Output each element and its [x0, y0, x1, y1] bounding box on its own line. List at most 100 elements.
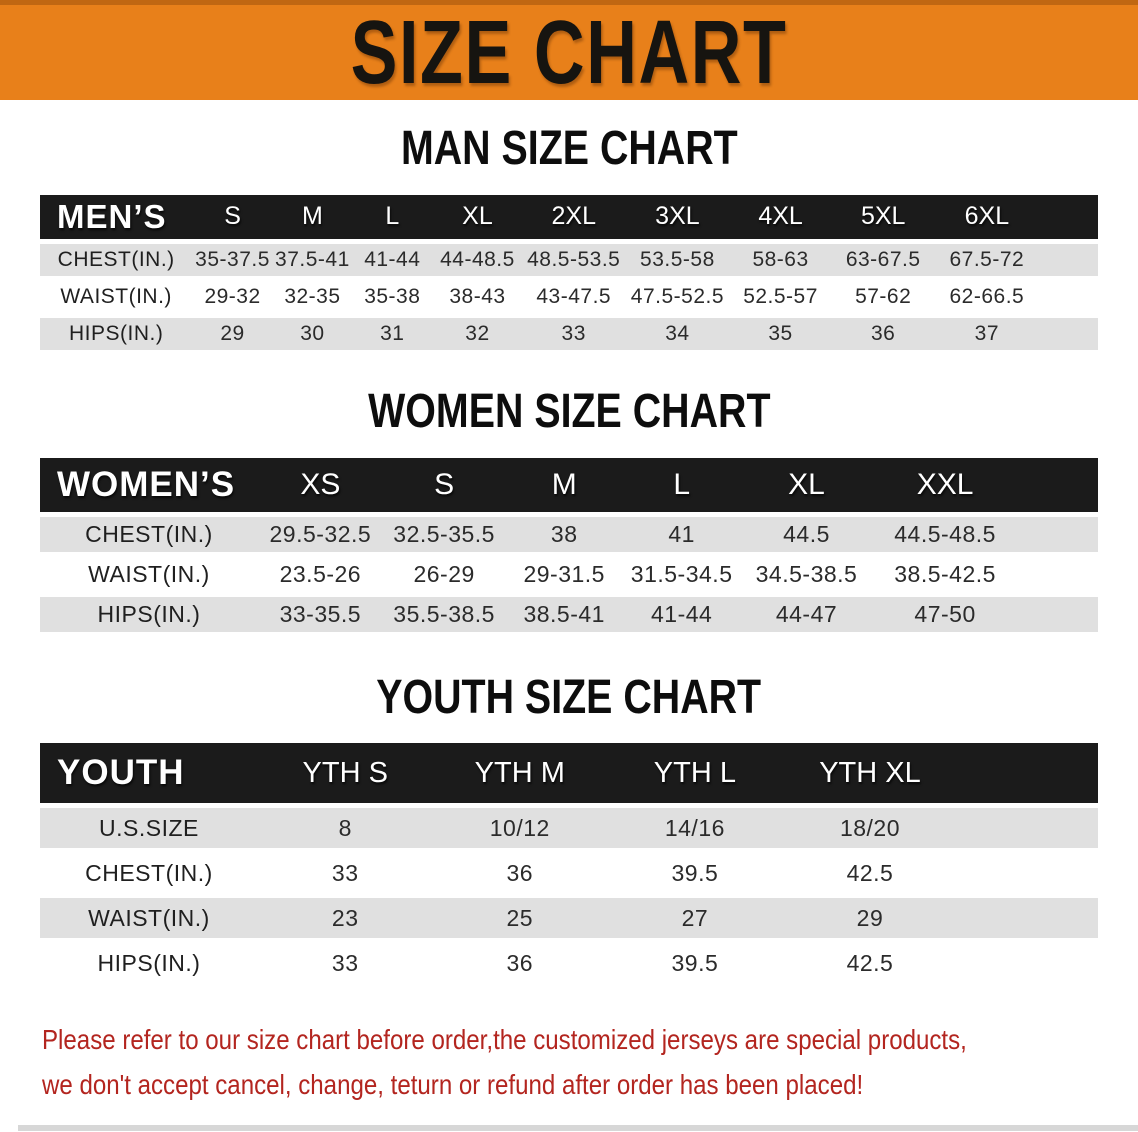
row-label: HIPS(IN.) [97, 600, 201, 627]
size-value-cell: 63-67.5 [845, 247, 921, 271]
spacer-cell [1018, 458, 1098, 512]
size-value-cell: 34.5-38.5 [755, 560, 858, 587]
size-value-cell: 10/12 [489, 814, 550, 841]
disclaimer-text: Please refer to our size chart before or… [0, 1018, 1138, 1108]
spacer-cell [1039, 281, 1098, 313]
size-value-cell: 31.5-34.5 [630, 560, 733, 587]
size-value-cell: 38.5-41 [523, 600, 605, 627]
size-value-cell: 48.5-53.5 [527, 247, 621, 271]
column-header: M [302, 202, 323, 231]
size-value-cell: 35 [768, 321, 793, 345]
size-value-cell: 33 [561, 321, 586, 345]
column-header: 6XL [964, 202, 1010, 231]
row-label: U.S.SIZE [99, 814, 199, 841]
women-size-chart-section: WOMEN SIZE CHART WOMEN’S XS S M L XL XXL CHEST(… [0, 385, 1138, 637]
size-value-cell: 32 [465, 321, 490, 345]
size-value-cell: 43-47.5 [536, 284, 612, 308]
table-row: WAIST(IN.) 29-32 32-35 35-38 38-43 43-47.5 47.… [40, 280, 1098, 313]
size-value-cell: 42.5 [846, 949, 894, 976]
size-value-cell: 33 [331, 949, 359, 976]
row-label: CHEST(IN.) [57, 247, 175, 271]
table-header-row: MEN’S S M L XL 2XL 3XL 4XL 5XL 6XL [40, 194, 1098, 239]
column-header: YTH L [653, 756, 736, 789]
size-value-cell: 44-48.5 [440, 247, 515, 271]
size-value-cell: 53.5-58 [640, 247, 715, 271]
table-corner-label: WOMEN’S [57, 464, 236, 504]
size-value-cell: 38 [550, 520, 578, 547]
column-header: L [385, 202, 400, 231]
column-header: XL [462, 202, 493, 231]
row-label: CHEST(IN.) [85, 520, 213, 547]
column-header: XS [300, 467, 341, 501]
size-value-cell: 67.5-72 [949, 247, 1025, 271]
spacer-cell [957, 808, 1098, 848]
size-value-cell: 32.5-35.5 [393, 520, 495, 547]
men-section-heading-text: MAN SIZE CHART [400, 122, 738, 175]
disclaimer-line-2: we don't accept cancel, change, teturn o… [42, 1069, 864, 1101]
table-corner-label: YOUTH [57, 753, 185, 793]
women-section-heading: WOMEN SIZE CHART [0, 385, 1138, 439]
size-value-cell: 37.5-41 [275, 247, 350, 271]
column-header: YTH XL [819, 756, 921, 789]
size-value-cell: 44-47 [775, 600, 838, 627]
row-label: CHEST(IN.) [85, 859, 213, 886]
column-header: XL [788, 467, 825, 501]
spacer-cell [957, 853, 1098, 893]
women-section-heading-text: WOMEN SIZE CHART [367, 384, 771, 438]
size-value-cell: 26-29 [413, 560, 475, 587]
size-value-cell: 41-44 [650, 600, 713, 627]
column-header: 3XL [655, 202, 700, 231]
column-header: YTH M [474, 756, 565, 789]
row-label: HIPS(IN.) [69, 321, 164, 345]
youth-size-table: YOUTH YTH S YTH M YTH L YTH XL U.S.SIZE 8 10/12… [40, 738, 1098, 988]
row-label: HIPS(IN.) [97, 949, 201, 976]
table-row: CHEST(IN.) 33 36 39.5 42.5 [40, 853, 1098, 894]
size-value-cell: 29 [220, 321, 245, 345]
size-value-cell: 47.5-52.5 [630, 284, 725, 308]
column-header: S [224, 202, 241, 231]
size-value-cell: 35.5-38.5 [393, 600, 495, 627]
table-header-row: YOUTH YTH S YTH M YTH L YTH XL [40, 743, 1098, 804]
spacer-cell [1039, 318, 1098, 350]
size-value-cell: 38-43 [449, 284, 506, 308]
men-size-chart-section: MAN SIZE CHART MEN’S S M L XL 2XL 3XL 4XL 5XL 6XL… [0, 122, 1138, 355]
column-header: YTH S [302, 756, 388, 789]
size-value-cell: 18/20 [839, 814, 900, 841]
size-value-cell: 39.5 [671, 949, 719, 976]
table-row: CHEST(IN.) 35-37.5 37.5-41 41-44 44-48.5 48.5… [40, 243, 1098, 276]
size-value-cell: 31 [380, 321, 405, 345]
size-value-cell: 29-31.5 [523, 560, 605, 587]
size-value-cell: 29.5-32.5 [269, 520, 372, 547]
size-value-cell: 62-66.5 [949, 284, 1025, 308]
youth-section-heading-text: YOUTH SIZE CHART [376, 670, 762, 724]
banner: SIZE CHART [0, 0, 1138, 100]
size-value-cell: 14/16 [664, 814, 725, 841]
size-value-cell: 35-37.5 [195, 247, 270, 271]
size-value-cell: 37 [974, 321, 1000, 345]
spacer-cell [1018, 597, 1098, 632]
size-value-cell: 27 [681, 904, 709, 931]
size-value-cell: 25 [506, 904, 534, 931]
size-value-cell: 47-50 [914, 600, 976, 627]
size-value-cell: 41-44 [364, 247, 421, 271]
spacer-cell [957, 743, 1098, 803]
men-section-heading: MAN SIZE CHART [0, 122, 1138, 176]
spacer-cell [1018, 557, 1098, 592]
size-value-cell: 41 [668, 520, 695, 547]
youth-section-heading: YOUTH SIZE CHART [0, 671, 1138, 725]
size-value-cell: 29 [856, 904, 884, 931]
row-label: WAIST(IN.) [60, 284, 172, 308]
column-header: 5XL [860, 202, 906, 231]
size-value-cell: 29-32 [204, 284, 261, 308]
spacer-cell [957, 943, 1098, 983]
bottom-divider [18, 1125, 1138, 1131]
size-value-cell: 34 [665, 321, 690, 345]
row-label: WAIST(IN.) [88, 560, 210, 587]
size-value-cell: 33-35.5 [279, 600, 362, 627]
table-row: WAIST(IN.) 23.5-26 26-29 29-31.5 31.5-34.5 34… [40, 556, 1098, 592]
spacer-cell [1039, 244, 1098, 276]
disclaimer-line-1: Please refer to our size chart before or… [42, 1024, 967, 1056]
spacer-cell [1018, 517, 1098, 552]
size-value-cell: 44.5-48.5 [894, 520, 996, 547]
